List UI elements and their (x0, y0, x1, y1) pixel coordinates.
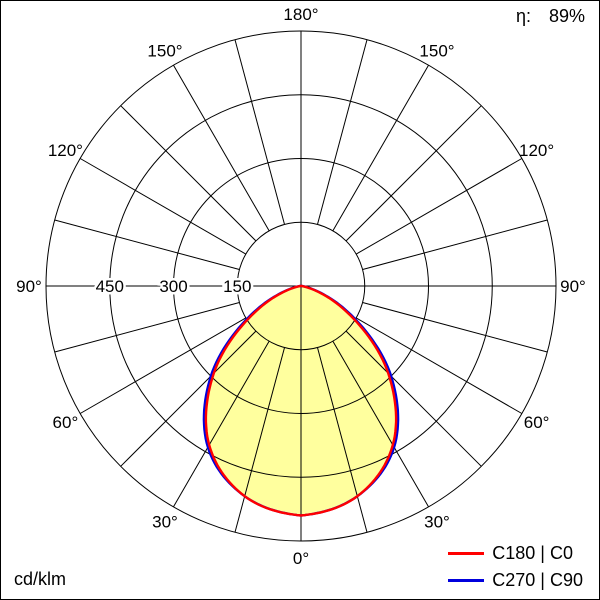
angle-label-150: 150° (147, 41, 182, 60)
legend-item-c180-c0: C180 | C0 (448, 543, 573, 564)
angle-label-120: 120° (48, 141, 83, 160)
grid-radial-line (332, 340, 429, 508)
angle-label-150: 150° (419, 41, 454, 60)
angle-label-180: 180° (283, 5, 318, 24)
grid-radial-line (345, 330, 482, 467)
curve-c180-c0 (204, 284, 398, 517)
grid-radial-line (317, 39, 368, 225)
ring-value-label: 150 (223, 277, 251, 296)
grid-radial-line (317, 347, 368, 533)
angle-label-60: 60° (524, 413, 550, 432)
legend: C180 | C0 C270 | C90 (448, 543, 583, 591)
legend-item-c270-c90: C270 | C90 (448, 570, 583, 591)
angle-label-0: 0° (293, 549, 309, 568)
efficiency-readout: η: 89% (516, 6, 585, 27)
angle-label-120: 120° (519, 141, 554, 160)
grid-radial-line (362, 219, 548, 270)
grid-radial-line (120, 105, 257, 242)
ring-value-label: 450 (96, 277, 124, 296)
legend-line-blue (448, 579, 485, 582)
angle-label-90: 90° (560, 277, 586, 296)
legend-label-c180-c0: C180 | C0 (492, 543, 573, 563)
efficiency-value: 89% (548, 6, 585, 26)
grid-radial-line (234, 39, 285, 225)
grid-radial-line (79, 317, 247, 414)
grid-radial-line (54, 219, 240, 270)
grid-radial-line (54, 302, 240, 353)
angle-label-30: 30° (424, 513, 450, 532)
grid-radial-line (362, 302, 548, 353)
grid-radial-line (79, 158, 247, 255)
angle-label-30: 30° (152, 513, 178, 532)
grid-radial-line (332, 64, 429, 232)
angle-label-90: 90° (16, 277, 42, 296)
grid-radial-line (173, 64, 270, 232)
unit-label: cd/klm (14, 569, 67, 589)
angle-label-60: 60° (53, 413, 79, 432)
legend-label-c270-c90: C270 | C90 (492, 570, 583, 590)
grid-radial-line (173, 340, 270, 508)
grid-radial-line (120, 330, 257, 467)
ring-value-label: 300 (159, 277, 187, 296)
grid-radial-line (355, 317, 523, 414)
grid-radial-line (355, 158, 523, 255)
legend-line-red (448, 552, 485, 555)
efficiency-label: η: (515, 6, 531, 26)
grid-radial-line (234, 347, 285, 533)
grid-radial-line (345, 105, 482, 242)
